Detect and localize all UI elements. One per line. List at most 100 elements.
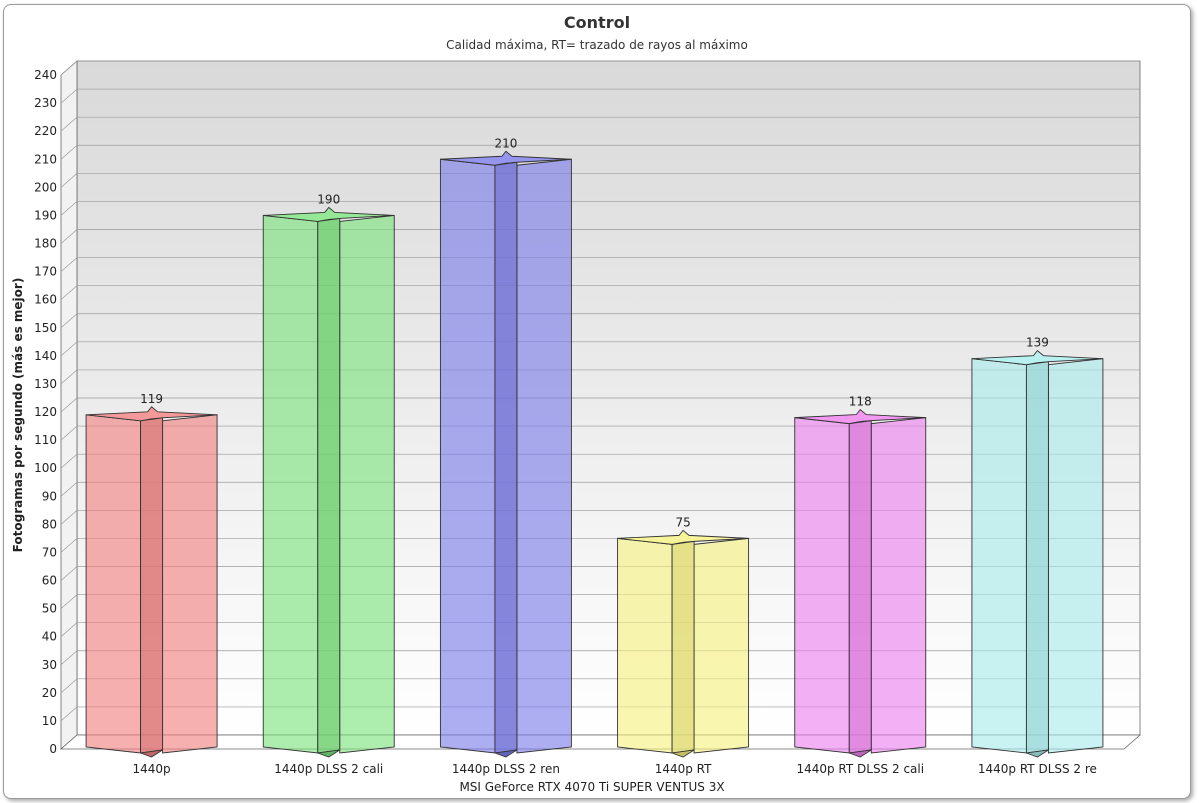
bar-face-left	[85, 414, 142, 754]
bar	[617, 529, 750, 758]
gridline-side	[60, 341, 78, 357]
y-tick-label: 110	[34, 433, 57, 447]
y-tick-label: 50	[42, 602, 57, 616]
gridline-side	[60, 201, 78, 216]
bar-bottom	[671, 749, 695, 758]
chart-title: Control	[564, 13, 630, 32]
x-axis-label: MSI GeForce RTX 4070 Ti SUPER VENTUS 3X	[459, 780, 724, 794]
bar-bottom	[494, 749, 518, 758]
gridline-side	[60, 481, 78, 497]
y-tick-label: 30	[42, 658, 57, 672]
y-tick-label: 200	[34, 180, 57, 194]
bar-top	[971, 350, 1103, 366]
bar-top	[263, 206, 395, 222]
bar-face-center	[848, 420, 872, 754]
gridline-side	[60, 173, 78, 188]
gridline-side	[60, 425, 78, 441]
bar	[971, 350, 1104, 758]
bar-top	[440, 150, 572, 166]
data-label: 75	[675, 515, 690, 529]
gridline-side	[60, 229, 78, 244]
bar-face-right	[870, 417, 927, 754]
bar	[85, 406, 218, 758]
bar-bottom	[317, 749, 340, 758]
bar-face-left	[262, 214, 319, 754]
gridline-side	[60, 144, 78, 160]
x-tick-label: 1440p RT DLSS 2 re	[978, 762, 1097, 776]
bar-face-center	[1025, 361, 1049, 754]
gridline-side	[60, 60, 78, 76]
bar-face-right	[162, 414, 218, 754]
y-tick-label: 140	[34, 349, 57, 363]
data-label: 118	[849, 395, 872, 409]
gridline-side	[60, 594, 78, 609]
chart-frame: Control Calidad máxima, RT= trazado de r…	[3, 4, 1191, 799]
chart-subtitle: Calidad máxima, RT= trazado de rayos al …	[446, 38, 748, 52]
bar	[439, 150, 572, 758]
x-tick-label: 1440p DLSS 2 cali	[274, 762, 383, 776]
gridline-side	[60, 622, 78, 637]
y-tick-label: 120	[34, 405, 57, 419]
y-tick-label: 150	[34, 321, 57, 335]
bar-face-center	[140, 417, 164, 754]
y-tick-label: 190	[34, 208, 57, 222]
gridline-side	[60, 538, 78, 553]
bar-top	[617, 529, 749, 545]
bar-face-right	[1047, 358, 1104, 754]
bar	[262, 206, 395, 758]
y-tick-label: 220	[34, 124, 57, 138]
data-label: 119	[140, 392, 163, 406]
y-tick-label: 160	[34, 293, 57, 307]
y-tick-label: 40	[42, 630, 57, 644]
gridline-side	[60, 88, 78, 104]
gridline-side	[60, 453, 78, 469]
bar-face-center	[671, 540, 695, 754]
x-tick-label: 1440p RT	[655, 762, 712, 776]
gridline-side	[60, 650, 78, 666]
y-tick-label: 180	[34, 237, 57, 251]
bar-top	[794, 408, 926, 425]
bar-face-right	[516, 158, 572, 754]
bar-chart: Control Calidad máxima, RT= trazado de r…	[11, 13, 1142, 794]
gridline-side	[60, 510, 78, 525]
plot-area: 0 10 20 30 40 50 60 70 80 90 100 110 120 130 140 150 160…	[34, 60, 1142, 776]
x-tick-label: 1440p	[133, 762, 171, 776]
y-tick-label: 240	[34, 68, 57, 82]
x-tick-label: 1440p RT DLSS 2 cali	[796, 762, 924, 776]
gridline-side	[60, 285, 78, 300]
bar-bottom	[1026, 749, 1049, 758]
bar-face-left	[439, 158, 496, 754]
y-tick-label: 20	[42, 686, 57, 700]
x-tick-label: 1440p DLSS 2 ren	[452, 762, 560, 776]
gridline-side	[60, 313, 78, 329]
bar-face-center	[494, 161, 518, 754]
bar-face-left	[971, 358, 1027, 754]
y-tick-label: 10	[42, 714, 57, 728]
gridline-side	[60, 706, 78, 722]
y-axis-label: Fotogramas por segundo (más es mejor)	[11, 278, 25, 553]
y-tick-label: 130	[34, 377, 57, 391]
bar-face-right	[693, 537, 750, 754]
y-tick-label: 100	[34, 461, 57, 475]
bar-face-right	[339, 214, 395, 754]
y-tick-label: 90	[42, 489, 57, 503]
y-tick-label: 80	[42, 517, 57, 531]
bar	[794, 408, 927, 758]
gridline-side	[60, 566, 78, 581]
gridline-side	[60, 257, 78, 272]
bar-bottom	[140, 749, 163, 758]
y-tick-label: 70	[42, 545, 57, 559]
data-label: 139	[1026, 336, 1049, 350]
gridline-side	[60, 369, 78, 385]
y-tick-label: 230	[34, 96, 57, 110]
bar-top	[86, 406, 218, 422]
y-tick-label: 60	[42, 574, 57, 588]
data-label: 210	[494, 136, 517, 150]
bar-face-left	[794, 417, 850, 754]
gridline-side	[60, 678, 78, 694]
bar-face-center	[317, 217, 341, 754]
y-tick-label: 170	[34, 265, 57, 279]
gridline-side	[60, 116, 78, 132]
y-tick-label: 0	[49, 742, 57, 756]
bar-face-left	[617, 537, 673, 754]
